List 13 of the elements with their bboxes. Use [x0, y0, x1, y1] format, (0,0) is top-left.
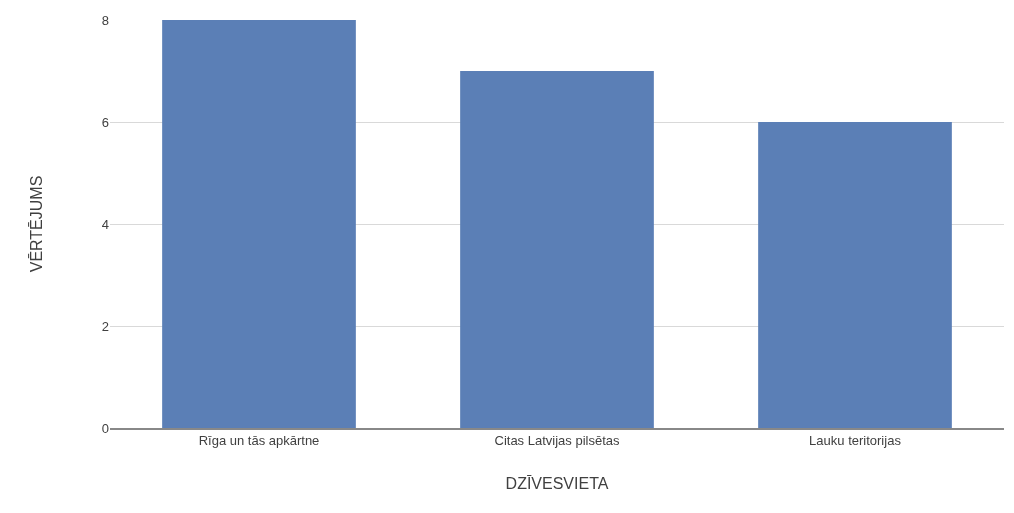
bar — [758, 122, 952, 428]
x-tick-label: Citas Latvijas pilsētas — [494, 433, 620, 449]
bar — [162, 20, 356, 428]
bar — [460, 71, 654, 428]
y-axis-title: VĒRTĒJUMS — [27, 175, 45, 273]
y-tick-label: 4 — [101, 216, 109, 232]
y-tick-label: 6 — [101, 114, 109, 130]
y-tick-label: 0 — [101, 420, 109, 436]
y-tick-label: 8 — [101, 12, 109, 28]
x-tick-label: Rīga un tās apkārtne — [198, 433, 320, 449]
y-tick-label: 2 — [101, 318, 109, 334]
x-axis-title: DZĪVESVIETA — [505, 474, 609, 492]
x-tick-label: Lauku teritorijas — [809, 433, 902, 449]
